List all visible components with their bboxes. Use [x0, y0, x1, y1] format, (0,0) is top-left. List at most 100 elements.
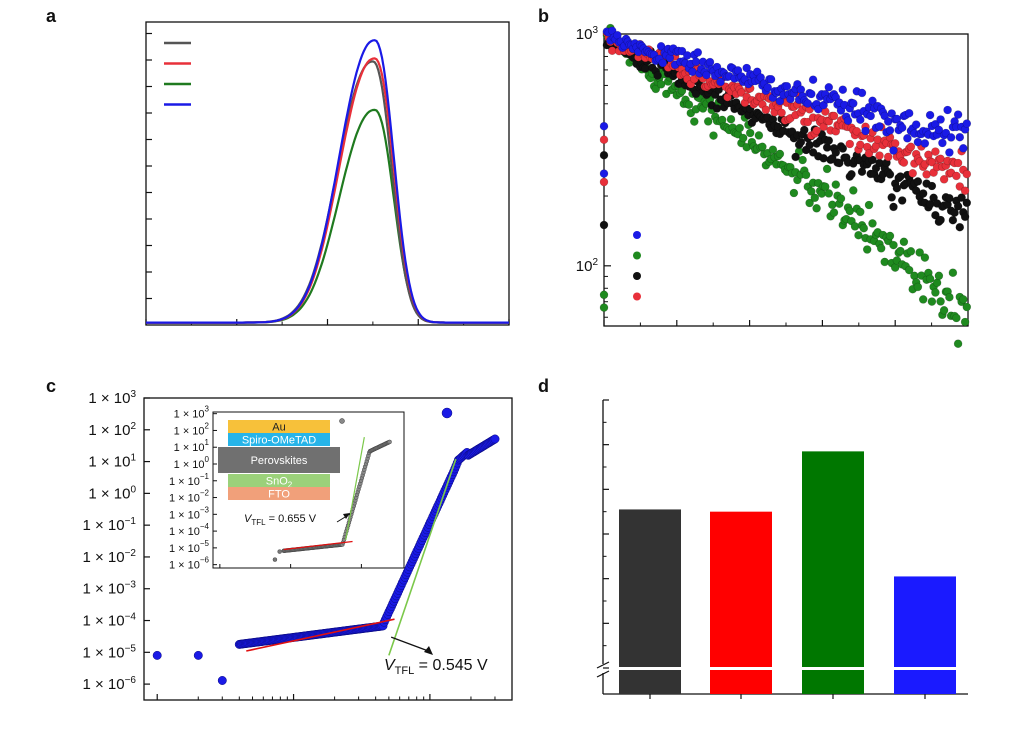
data-point-target	[875, 122, 884, 131]
plot-frame-c	[143, 397, 513, 701]
data-point-target	[857, 88, 867, 98]
series-line-control	[146, 60, 509, 324]
bar-break-gap	[618, 667, 682, 670]
data-point-reference-1	[952, 171, 961, 181]
data-point-control	[599, 150, 609, 160]
data-point-reference-2	[850, 222, 860, 231]
inset-data-point	[387, 439, 392, 445]
data-point-reference-2	[927, 297, 937, 306]
y-tick-label: 1 × 101	[88, 453, 136, 471]
data-point-reference-2	[827, 200, 837, 210]
bar-break-gap	[801, 667, 865, 670]
data-point-reference-2	[754, 131, 764, 140]
data-point-target	[861, 126, 870, 136]
panel-label-d: d	[538, 376, 549, 396]
data-point-target	[953, 110, 963, 119]
bar-break-gap	[709, 667, 773, 670]
data-point-target	[943, 105, 952, 115]
data-point-reference-2	[953, 339, 963, 349]
data-point-reference-2	[913, 282, 923, 292]
data-point-reference-1	[829, 111, 839, 121]
data-point-control	[897, 196, 907, 205]
legend-marker	[633, 292, 641, 301]
data-point-reference-2	[906, 247, 916, 256]
inset-vtfl-annotation: VTFL = 0.655 V	[244, 513, 317, 527]
data-point-reference-2	[689, 117, 699, 126]
device-layer-label: FTO	[268, 489, 290, 501]
device-layer-label: SnO2	[266, 476, 293, 490]
data-point-reference-2	[812, 204, 821, 213]
data-point-reference-1	[922, 170, 931, 179]
device-layer-label: Spiro-OMeTAD	[242, 435, 316, 447]
data-point-control	[791, 152, 800, 162]
device-layer-label: Au	[272, 422, 285, 434]
y-tick-label: 1 × 10−2	[82, 548, 136, 566]
data-point-target	[838, 85, 848, 94]
data-point-target	[868, 96, 877, 106]
panel-label-b: b	[538, 6, 549, 26]
data-point-target	[885, 126, 895, 135]
inset-data-point	[277, 549, 282, 554]
legend-marker	[633, 272, 641, 280]
data-point-target	[716, 77, 725, 87]
y-tick-label: 1 × 10−4	[82, 612, 136, 630]
data-point-control	[824, 136, 834, 145]
device-layer-sno2	[228, 474, 330, 487]
data-point-reference-2	[726, 114, 736, 124]
data-point-control	[936, 215, 945, 225]
data-point-reference-2	[904, 265, 914, 275]
inset-y-tick-label: 1 × 100	[174, 455, 210, 471]
data-point-reference-2	[952, 313, 961, 323]
data-point-reference-1	[939, 175, 949, 184]
data-point-reference-2	[934, 271, 944, 281]
chart-d	[596, 399, 968, 699]
data-point-target	[958, 144, 968, 153]
data-point-target	[702, 70, 711, 80]
data-point-reference-1	[803, 117, 813, 127]
series-line-target	[146, 39, 509, 324]
legend-marker	[441, 407, 453, 419]
data-point-reference-2	[920, 253, 930, 262]
device-layer-label: Perovskites	[251, 455, 308, 467]
data-point-control	[847, 170, 856, 179]
data-point-control	[927, 181, 937, 191]
data-point-reference-2	[806, 187, 816, 196]
data-point-reference-1	[819, 122, 828, 132]
data-point-target	[193, 650, 203, 660]
data-point-target	[808, 75, 818, 84]
data-point-target	[217, 676, 227, 685]
ohmic-fit-line	[246, 618, 395, 652]
inset-y-tick-label: 1 × 101	[174, 438, 210, 454]
y-tick-label: 102	[576, 257, 599, 275]
data-point-reference-2	[829, 208, 839, 217]
y-tick-label: 103	[576, 25, 599, 43]
chart-b: 103 102	[576, 23, 972, 349]
data-point-control	[913, 177, 923, 186]
vtfl-annotation: VTFL = 0.545 V	[384, 657, 488, 677]
data-point-target	[904, 108, 914, 118]
data-point-reference-2	[805, 198, 814, 208]
inset-legend-marker	[339, 418, 345, 424]
data-point-reference-2	[656, 80, 666, 89]
data-point-target	[756, 73, 766, 82]
data-point-reference-2	[775, 149, 785, 159]
bar-control	[619, 509, 681, 694]
y-tick-label: 1 × 10−5	[82, 643, 136, 661]
y-tick-label: 1 × 102	[88, 421, 136, 439]
device-layer-fto	[228, 487, 330, 500]
data-point-reference-2	[810, 193, 820, 203]
data-point-reference-2	[684, 100, 694, 109]
axis-break-mark	[596, 661, 610, 669]
data-point-target	[936, 115, 945, 124]
data-point-control	[885, 170, 895, 179]
data-point-reference-2	[831, 180, 841, 189]
data-point-target	[955, 132, 965, 142]
data-point-reference-2	[824, 189, 834, 198]
inset-y-tick-label: 1 × 10−2	[169, 489, 210, 505]
data-point-reference-2	[931, 288, 940, 297]
data-point-target	[693, 48, 703, 57]
data-point-target	[688, 67, 697, 77]
bar-reference-1	[710, 511, 772, 694]
inset-y-tick-label: 1 × 103	[174, 405, 210, 421]
